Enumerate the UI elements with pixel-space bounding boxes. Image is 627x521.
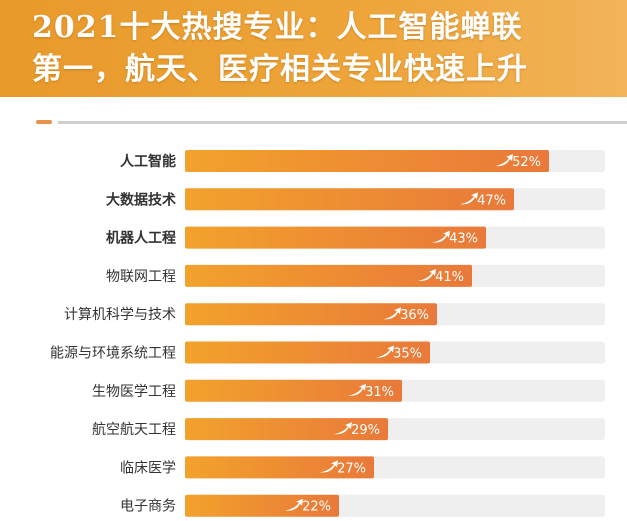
title-line-2: 第一，航天、医疗相关专业快速上升: [32, 52, 528, 87]
title-line-1: 2021十大热搜专业：人工智能蝉联: [32, 10, 523, 45]
category-label: 机器人工程: [106, 230, 176, 247]
bar: [185, 456, 374, 479]
value-label: 29%: [351, 423, 380, 438]
category-label: 计算机科学与技术: [64, 307, 176, 323]
value-label: 27%: [337, 461, 366, 476]
value-label: 52%: [512, 155, 541, 170]
trend-up-arrow-icon: [418, 268, 436, 282]
trend-up-arrow-icon: [285, 498, 303, 511]
value-label: 35%: [393, 347, 422, 362]
trend-up-arrow-icon: [495, 154, 513, 167]
bar: [185, 379, 402, 402]
value-label: 36%: [400, 308, 429, 323]
value-label: 43%: [449, 232, 478, 247]
value-label: 47%: [477, 193, 506, 208]
divider-line: [58, 121, 627, 124]
category-label: 电子商务: [120, 499, 176, 515]
bar: [185, 264, 472, 287]
category-label: 人工智能: [120, 153, 176, 170]
value-label: 31%: [365, 385, 394, 400]
bar: [185, 188, 514, 211]
header-banner: 2021十大热搜专业：人工智能蝉联 第一，航天、医疗相关专业快速上升: [0, 0, 627, 97]
trend-up-arrow-icon: [460, 192, 478, 205]
trend-up-arrow-icon: [320, 460, 338, 473]
category-label: 临床医学: [120, 460, 176, 476]
bar: [185, 150, 549, 172]
trend-up-arrow-icon: [376, 345, 394, 358]
value-label: 22%: [302, 500, 331, 515]
category-label: 大数据技术: [106, 191, 176, 208]
bar: [185, 341, 430, 364]
accent-dash: [36, 120, 52, 124]
category-label: 物联网工程: [106, 269, 176, 285]
value-label: 41%: [435, 270, 464, 285]
bar: [185, 226, 486, 249]
category-label: 能源与环境系统工程: [50, 346, 176, 362]
category-label: 航空航天工程: [92, 422, 176, 438]
trend-up-arrow-icon: [334, 422, 352, 435]
category-label: 生物医学工程: [92, 384, 176, 400]
bar: [185, 303, 437, 326]
trend-up-arrow-icon: [432, 230, 450, 243]
trend-up-arrow-icon: [348, 383, 366, 396]
trend-up-arrow-icon: [383, 307, 401, 320]
bar: [185, 418, 388, 441]
